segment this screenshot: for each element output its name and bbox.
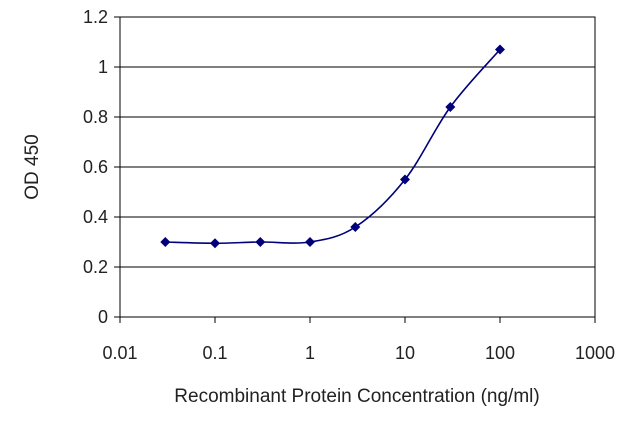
y-tick-label: 1.2 — [83, 7, 108, 27]
x-tick-label: 1 — [305, 343, 315, 363]
data-point — [350, 222, 361, 232]
y-tick-label: 0.2 — [83, 257, 108, 277]
data-point — [210, 238, 220, 249]
x-tick-label: 0.01 — [102, 343, 137, 363]
y-axis-ticks: 0 0.2 0.4 0.6 0.8 1 1.2 — [83, 7, 120, 327]
y-tick-label: 0.6 — [83, 157, 108, 177]
x-tick-label: 1000 — [575, 343, 615, 363]
y-tick-label: 0.8 — [83, 107, 108, 127]
x-axis-ticks: 0.01 0.1 1 10 100 1000 — [102, 317, 615, 363]
gridlines — [120, 16, 595, 318]
y-tick-label: 0.4 — [83, 207, 108, 227]
data-point — [400, 174, 410, 185]
x-tick-label: 10 — [395, 343, 415, 363]
y-tick-label: 1 — [98, 57, 108, 77]
data-point — [495, 44, 505, 55]
data-point — [445, 102, 456, 112]
series-layer — [160, 44, 505, 249]
x-axis-title: Recombinant Protein Concentration (ng/ml… — [174, 386, 539, 407]
x-tick-label: 100 — [485, 343, 515, 363]
data-point — [305, 237, 315, 247]
y-tick-label: 0 — [98, 307, 108, 327]
data-point — [160, 237, 171, 247]
y-axis-title: OD 450 — [22, 134, 43, 199]
data-point — [255, 237, 266, 247]
x-tick-label: 0.1 — [202, 343, 227, 363]
